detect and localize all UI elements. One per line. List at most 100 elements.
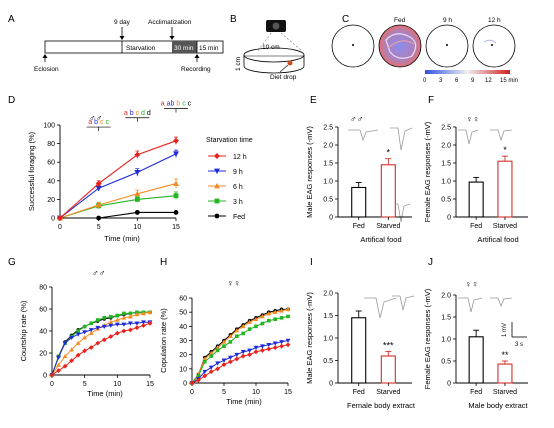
data-point xyxy=(272,341,278,346)
significance-marker: ** xyxy=(501,350,509,360)
x-tick-label: 0 xyxy=(190,389,194,396)
y-tick-label: 2.0 xyxy=(441,143,451,150)
y-tick-label: 0 xyxy=(51,216,55,223)
panel-b-arena: 10 cm 1 cm Diet drop xyxy=(235,20,305,81)
data-point xyxy=(234,328,240,333)
colorscale-tick: 12 xyxy=(485,78,492,84)
data-point xyxy=(247,348,252,353)
series-12h xyxy=(189,342,291,386)
series-line xyxy=(191,315,289,384)
x-tick-label: 5 xyxy=(222,389,226,396)
data-point xyxy=(228,359,233,365)
data-point xyxy=(141,323,146,328)
significance-letter: a xyxy=(161,100,165,107)
x-tick-label: 5 xyxy=(97,224,101,231)
x-axis-title: Male body extract xyxy=(468,401,528,410)
data-point xyxy=(215,361,220,366)
panel-e-sex-symbol: ♂♂ xyxy=(350,114,364,124)
diet-drop-label: Diet drop xyxy=(270,74,297,81)
legend-label: 9 h xyxy=(233,169,243,176)
x-tick-label: 10 xyxy=(133,224,141,231)
y-tick-label: 0 xyxy=(329,215,333,222)
y-tick-label: 1.5 xyxy=(323,313,333,320)
colorscale-tick: 3 xyxy=(439,78,443,84)
series-line xyxy=(191,340,289,384)
y-tick-label: 1.0 xyxy=(441,179,451,186)
panel-h-rate-chart: 0 10 20 30 40 50 60 0 5 10 15 Copulation rate (%) Ti… xyxy=(159,296,292,407)
data-point xyxy=(95,201,102,208)
data-point xyxy=(134,151,141,158)
x-category-label: Starved xyxy=(493,223,517,230)
significance-letter: c xyxy=(186,100,192,107)
x-tick-label: 10 xyxy=(252,389,260,396)
data-point xyxy=(95,180,102,187)
significance-letter: c xyxy=(98,119,104,126)
data-point xyxy=(214,168,220,174)
data-point xyxy=(279,340,284,345)
data-point xyxy=(75,332,81,337)
data-point xyxy=(203,359,207,364)
data-point xyxy=(221,358,227,363)
data-point xyxy=(88,345,94,350)
bar-fed xyxy=(351,317,367,384)
data-point xyxy=(253,316,259,322)
arena-12h-heatmap xyxy=(472,24,516,68)
significance-letter: c xyxy=(134,110,140,117)
eag-trace-f-fed xyxy=(458,129,479,145)
y-tick-label: 10 xyxy=(179,366,187,373)
y-tick-label: 30 xyxy=(179,338,187,345)
data-point xyxy=(141,320,146,325)
x-axis-title: Time (min) xyxy=(226,397,262,406)
colorscale-tick: 9 xyxy=(471,78,475,84)
legend-label: 12 h xyxy=(233,154,247,161)
data-point xyxy=(82,335,88,340)
eag-traces xyxy=(348,127,513,319)
bar-fed xyxy=(351,186,367,218)
panel-letter-j: J xyxy=(428,257,433,268)
data-point xyxy=(49,372,55,378)
y-tick-label: 2.0 xyxy=(323,291,333,298)
bar-starved xyxy=(380,164,396,218)
data-point xyxy=(253,349,259,355)
panel-j-sex-symbol: ♀♀ xyxy=(465,279,479,289)
y-tick-label: 40 xyxy=(179,324,187,331)
data-point xyxy=(114,322,120,327)
x-tick-label: 5 xyxy=(83,381,87,388)
data-point xyxy=(75,340,81,345)
x-tick-label: 15 xyxy=(284,389,292,396)
y-tick-label: 80 xyxy=(39,285,47,292)
panel-letter-a: A xyxy=(8,14,15,25)
data-point xyxy=(222,344,226,348)
data-point xyxy=(108,323,114,328)
y-tick-label: 1.0 xyxy=(323,179,333,186)
data-point xyxy=(272,345,278,350)
data-point xyxy=(209,354,213,358)
colorscale-tick: 6 xyxy=(455,78,459,84)
series-line xyxy=(59,183,177,219)
y-tick-label: 80 xyxy=(47,141,55,148)
bar-fed xyxy=(468,336,484,384)
x-category-label: Fed xyxy=(470,223,482,230)
eag-trace-j-fed xyxy=(458,297,483,313)
series-line xyxy=(191,308,289,384)
y-tick-label: 0.5 xyxy=(441,197,451,204)
x-category-label: Starved xyxy=(376,389,400,396)
data-point xyxy=(82,348,88,354)
data-point xyxy=(101,337,107,343)
data-point xyxy=(221,362,227,367)
legend-item: Fed xyxy=(208,213,245,221)
data-point xyxy=(95,325,101,331)
series-9h xyxy=(189,338,291,386)
arena-body xyxy=(243,55,305,74)
y-axis-title: Female EAG responses (-mV) xyxy=(423,288,432,389)
data-point xyxy=(114,317,120,322)
data-point xyxy=(128,311,133,316)
data-point xyxy=(214,183,220,189)
y-tick-label: 0 xyxy=(447,215,451,222)
panel-j-eag-chart: 0 0.5 1.0 1.5 2.0 Female EAG responses (-mV) F… xyxy=(423,288,529,410)
data-point xyxy=(173,210,179,215)
data-point xyxy=(56,362,61,367)
data-point xyxy=(266,342,272,348)
data-point xyxy=(69,358,74,364)
y-tick-label: 0 xyxy=(447,381,451,388)
